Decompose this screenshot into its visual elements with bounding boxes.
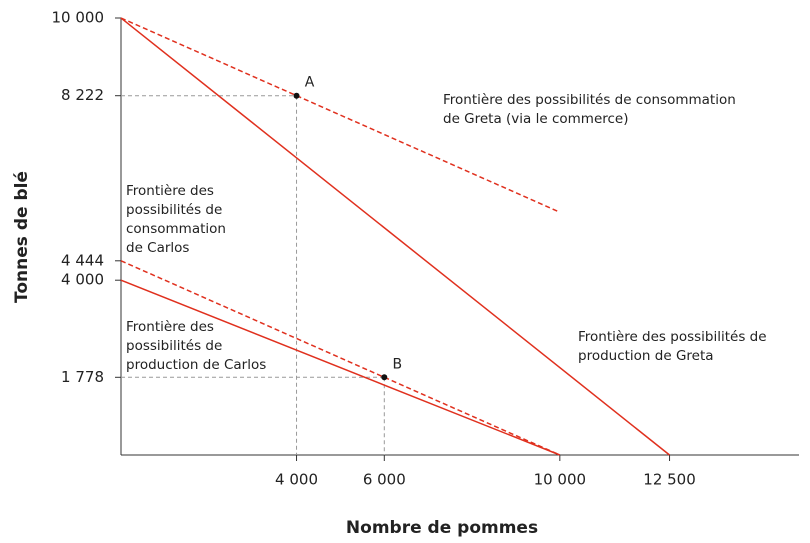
point-label: A bbox=[305, 75, 315, 91]
point-label: B bbox=[392, 356, 402, 372]
x-tick-label: 6 000 bbox=[363, 471, 406, 489]
line-annotation: Frontière des possibilités de consommati… bbox=[443, 92, 736, 127]
line bbox=[120, 279, 561, 456]
y-tick-label: 4 000 bbox=[61, 271, 104, 289]
y-axis-label: Tonnes de blé bbox=[12, 171, 32, 303]
y-tick-label: 1 778 bbox=[61, 368, 104, 386]
y-tick-label: 4 444 bbox=[61, 251, 104, 269]
x-axis-label: Nombre de pommes bbox=[346, 518, 538, 538]
line-annotation: Frontière des possibilités de production… bbox=[578, 329, 767, 364]
x-tick-label: 10 000 bbox=[534, 471, 587, 489]
line bbox=[120, 17, 671, 456]
point bbox=[381, 374, 388, 381]
x-tick-label: 4 000 bbox=[275, 471, 318, 489]
point bbox=[293, 92, 300, 99]
y-tick-label: 10 000 bbox=[52, 9, 105, 27]
line-annotation: Frontière des possibilités de consommati… bbox=[126, 183, 226, 256]
line-annotation: Frontière des possibilités de production… bbox=[126, 319, 267, 373]
x-tick-label: 12 500 bbox=[643, 471, 696, 489]
y-tick-label: 8 222 bbox=[61, 86, 104, 104]
